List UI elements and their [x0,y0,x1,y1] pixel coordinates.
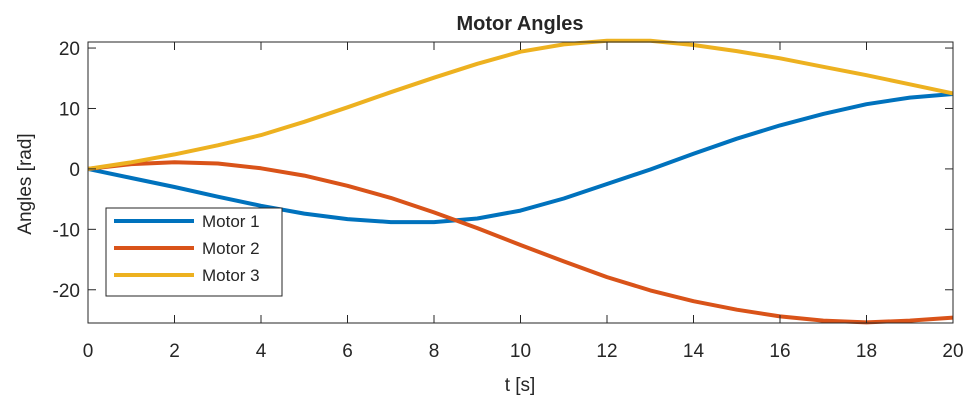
series-line-2 [87,160,954,325]
x-tick-label: 8 [429,341,440,362]
series-layer [87,38,954,325]
x-tick-label: 6 [342,341,353,362]
y-tick-label: 0 [69,160,80,181]
x-tick-label: 12 [596,341,617,362]
y-axis-label: Angles [rad] [15,133,36,234]
chart-title: Motor Angles [456,13,583,35]
series-line-1 [87,92,954,225]
y-tick-label: -10 [53,220,80,241]
legend-label-1: Motor 1 [202,212,260,231]
x-tick-label: 16 [769,341,790,362]
x-tick-label: 20 [942,341,963,362]
ticks-layer: 0 2 4 6 8 10 12 14 16 18 20 -20 -10 0 10 20 [53,39,964,362]
x-tick-label: 0 [83,341,94,362]
series-line-3 [87,38,954,171]
legend: Motor 1 Motor 2 Motor 3 [105,207,283,297]
x-axis-label: t [s] [505,375,536,396]
x-tick-label: 2 [169,341,180,362]
y-tick-label: 20 [59,39,80,60]
x-tick-label: 4 [256,341,267,362]
y-tick-label: -20 [53,281,80,302]
y-tick-label: 10 [59,99,80,120]
legend-label-2: Motor 2 [202,239,260,258]
x-tick-label: 10 [510,341,531,362]
x-tick-label: 14 [683,341,705,362]
legend-label-3: Motor 3 [202,266,260,285]
x-tick-label: 18 [856,341,877,362]
